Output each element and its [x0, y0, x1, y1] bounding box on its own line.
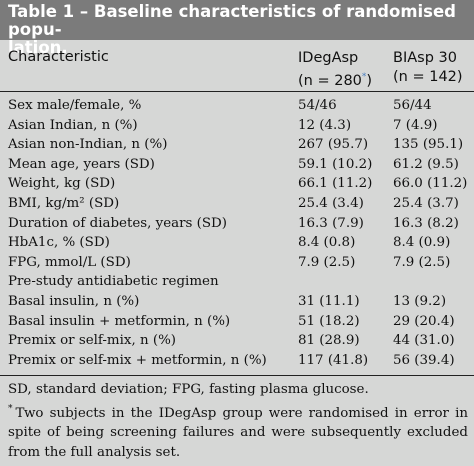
table-row: Basal insulin + metformin, n (%) 51 (18.2…	[0, 312, 474, 332]
table-row: Asian non-Indian, n (%) 267 (95.7) 135 (95…	[0, 135, 474, 155]
table-row: Pre-study antidiabetic regimen	[0, 272, 474, 292]
row-label: Asian non-Indian, n (%)	[8, 137, 168, 153]
table-row: Duration of diabetes, years (SD) 16.3 (7.…	[0, 214, 474, 234]
row-biasp-value: 8.4 (0.9)	[393, 235, 451, 251]
row-idegasp-value: 267 (95.7)	[298, 137, 369, 153]
table-title-line2: lation.	[8, 38, 68, 57]
header-biasp-n: (n = 142)	[393, 69, 463, 85]
table-row: BMI, kg/m² (SD) 25.4 (3.4) 25.4 (3.7)	[0, 194, 474, 214]
row-label: Basal insulin, n (%)	[8, 293, 140, 309]
table-row: Asian Indian, n (%) 12 (4.3) 7 (4.9)	[0, 116, 474, 136]
row-idegasp-value: 51 (18.2)	[298, 313, 360, 329]
row-label: BMI, kg/m² (SD)	[8, 195, 120, 211]
row-idegasp-value: 117 (41.8)	[298, 352, 369, 368]
row-label: Asian Indian, n (%)	[8, 117, 138, 133]
table-row: Sex male/female, % 54/46 56/44	[0, 96, 474, 116]
row-label: Sex male/female, %	[8, 98, 142, 113]
header-idegasp: IDegAsp (n = 280*)	[298, 49, 372, 91]
row-idegasp-value: 25.4 (3.4)	[298, 195, 364, 211]
header-idegasp-close: )	[366, 73, 373, 89]
row-idegasp-value: 59.1 (10.2)	[298, 156, 373, 172]
row-biasp-value: 7 (4.9)	[393, 117, 438, 133]
footnote-abbrev: SD, standard deviation; FPG, fasting pla…	[8, 382, 369, 397]
row-label: Premix or self-mix, n (%)	[8, 333, 177, 349]
table-title-line1: Table 1 – Baseline characteristics of ra…	[8, 2, 456, 39]
header-idegasp-n-text: (n = 280	[298, 73, 362, 89]
header-biasp: BIAsp 30 (n = 142)	[393, 49, 463, 87]
table-row: Basal insulin, n (%) 31 (11.1) 13 (9.2)	[0, 292, 474, 312]
row-biasp-value: 56 (39.4)	[393, 352, 455, 368]
footnote-note: * Two subjects in the IDegAsp group were …	[8, 400, 468, 463]
row-biasp-value: 61.2 (9.5)	[393, 156, 459, 172]
header-idegasp-n: (n = 280*)	[298, 68, 372, 91]
row-biasp-value: 135 (95.1)	[393, 137, 464, 153]
row-idegasp-value: 8.4 (0.8)	[298, 235, 356, 251]
row-biasp-value: 56/44	[393, 98, 432, 113]
header-biasp-name: BIAsp 30	[393, 50, 457, 66]
row-idegasp-value: 7.9 (2.5)	[298, 254, 356, 270]
row-label: Premix or self-mix + metformin, n (%)	[8, 352, 267, 368]
table-bottom-rule	[0, 375, 474, 376]
row-label: HbA1c, % (SD)	[8, 235, 110, 251]
footnote-mark: *	[361, 72, 367, 82]
row-biasp-value: 25.4 (3.7)	[393, 195, 459, 211]
row-idegasp-value: 66.1 (11.2)	[298, 176, 373, 192]
row-label: Basal insulin + metformin, n (%)	[8, 313, 231, 329]
footnote-note-mark: *	[8, 403, 13, 414]
row-idegasp-value: 81 (28.9)	[298, 333, 360, 349]
table-row: FPG, mmol/L (SD) 7.9 (2.5) 7.9 (2.5)	[0, 253, 474, 273]
table-row: Mean age, years (SD) 59.1 (10.2) 61.2 (9.5…	[0, 155, 474, 175]
row-idegasp-value: 54/46	[298, 98, 337, 113]
table-row: Premix or self-mix + metformin, n (%) 117…	[0, 351, 474, 371]
header-idegasp-name: IDegAsp	[298, 50, 359, 66]
row-label: Pre-study antidiabetic regimen	[8, 274, 219, 290]
row-biasp-value: 44 (31.0)	[393, 333, 455, 349]
table-title: Table 1 – Baseline characteristics of ra…	[0, 0, 474, 57]
table-body: Sex male/female, % 54/46 56/44 Asian Indian…	[0, 96, 474, 370]
footnote-note-text: Two subjects in the IDegAsp group were r…	[8, 405, 468, 460]
row-biasp-value: 7.9 (2.5)	[393, 254, 451, 270]
row-idegasp-value: 12 (4.3)	[298, 117, 352, 133]
row-label: Weight, kg (SD)	[8, 176, 116, 192]
row-label: Mean age, years (SD)	[8, 156, 155, 172]
row-biasp-value: 13 (9.2)	[393, 293, 447, 309]
row-idegasp-value: 16.3 (7.9)	[298, 215, 364, 231]
row-biasp-value: 16.3 (8.2)	[393, 215, 459, 231]
table-row: Premix or self-mix, n (%) 81 (28.9) 44 (31…	[0, 331, 474, 351]
table-footnotes: SD, standard deviation; FPG, fasting pla…	[8, 380, 468, 462]
row-biasp-value: 29 (20.4)	[393, 313, 455, 329]
header-characteristic: Characteristic	[8, 49, 109, 65]
row-idegasp-value: 31 (11.1)	[298, 293, 360, 309]
row-biasp-value: 66.0 (11.2)	[393, 176, 468, 192]
row-label: Duration of diabetes, years (SD)	[8, 215, 228, 231]
table-row: HbA1c, % (SD) 8.4 (0.8) 8.4 (0.9)	[0, 233, 474, 253]
row-label: FPG, mmol/L (SD)	[8, 254, 131, 270]
table-header: Characteristic IDegAsp (n = 280*) BIAsp …	[0, 44, 474, 92]
table-row: Weight, kg (SD) 66.1 (11.2) 66.0 (11.2)	[0, 174, 474, 194]
